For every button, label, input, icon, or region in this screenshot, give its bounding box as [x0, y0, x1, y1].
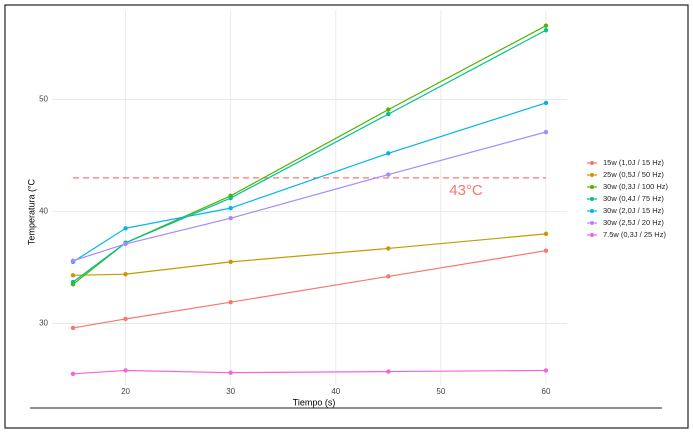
- x-tick-label: 20: [121, 387, 130, 396]
- x-tick-label: 30: [226, 387, 235, 396]
- data-point: [386, 246, 391, 251]
- legend-label: 25w (0,5J / 50 Hz): [603, 170, 664, 179]
- data-point: [543, 248, 549, 253]
- data-point: [386, 172, 391, 177]
- legend-label: 15w (1,0J / 15 Hz): [603, 158, 664, 167]
- data-point: [70, 258, 76, 263]
- data-point: [386, 151, 391, 156]
- series-line: [72, 25, 547, 285]
- data-point: [386, 111, 391, 117]
- data-point: [70, 273, 76, 278]
- y-tick-label: 50: [39, 95, 48, 104]
- legend-label: 7.5w (0,3J / 25 Hz): [603, 230, 666, 239]
- data-point: [228, 259, 233, 265]
- legend-label: 30w (0,3J / 100 Hz): [603, 182, 669, 191]
- data-point: [543, 368, 549, 373]
- data-point: [123, 368, 128, 373]
- data-point: [228, 299, 233, 305]
- legend-dot: [590, 209, 594, 213]
- data-point: [123, 241, 128, 247]
- data-point: [123, 316, 128, 322]
- data-point: [70, 325, 76, 331]
- data-point: [228, 370, 233, 375]
- legend-label: 30w (2,5J / 20 Hz): [603, 218, 664, 227]
- series-line: [72, 29, 547, 283]
- data-point: [123, 226, 128, 231]
- data-point: [228, 216, 233, 221]
- x-tick-label: 40: [331, 387, 340, 396]
- data-point: [543, 23, 549, 28]
- data-point: [70, 279, 76, 285]
- data-point: [228, 205, 233, 211]
- legend-dot: [590, 197, 594, 201]
- data-point: [543, 231, 549, 237]
- data-point: [123, 271, 128, 277]
- legend-dot: [590, 233, 594, 237]
- y-tick-label: 30: [39, 319, 48, 328]
- data-point: [543, 100, 549, 106]
- x-tick-label: 50: [436, 387, 445, 396]
- data-point: [386, 274, 391, 279]
- legend-label: 30w (0,4J / 75 Hz): [603, 194, 664, 203]
- x-tick-label: 60: [542, 387, 551, 396]
- data-point: [228, 195, 233, 201]
- data-point: [543, 129, 549, 135]
- legend-dot: [590, 173, 594, 177]
- data-point: [543, 27, 549, 33]
- y-axis-title: Temperatura (°C: [26, 178, 36, 245]
- series-line: [73, 233, 547, 276]
- frame: [4, 4, 689, 429]
- data-point: [386, 369, 391, 374]
- data-point: [70, 371, 76, 377]
- series-line: [72, 250, 547, 329]
- x-axis-title: Tiempo (s): [293, 397, 336, 407]
- data-point: [386, 107, 391, 112]
- series-line: [72, 369, 546, 375]
- y-tick-label: 40: [39, 207, 48, 216]
- reference-label: 43°C: [449, 182, 483, 199]
- legend-dot: [590, 221, 594, 225]
- legend-dot: [590, 161, 594, 165]
- legend-label: 30w (2,0J / 15 Hz): [603, 206, 664, 215]
- legend-dot: [590, 185, 594, 189]
